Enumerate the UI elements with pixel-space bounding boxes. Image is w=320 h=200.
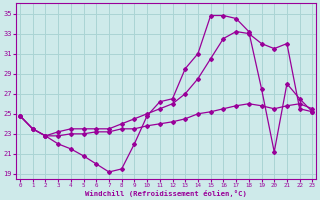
X-axis label: Windchill (Refroidissement éolien,°C): Windchill (Refroidissement éolien,°C)	[85, 190, 247, 197]
